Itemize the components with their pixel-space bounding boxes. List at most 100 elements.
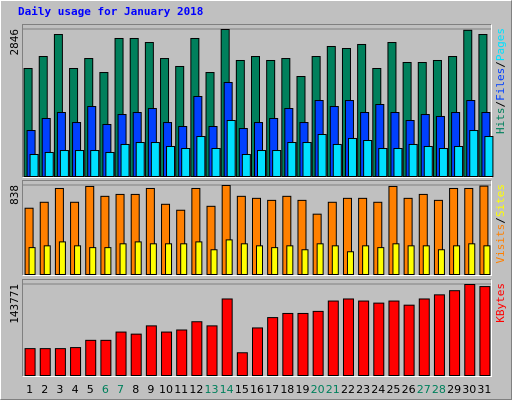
- bar: [105, 151, 115, 178]
- bar: [392, 243, 400, 276]
- bar: [43, 245, 51, 276]
- bar: [120, 143, 130, 177]
- bar: [479, 286, 491, 376]
- x-tick-label: 29: [447, 383, 461, 396]
- x-tick-label: 2: [41, 383, 48, 396]
- chart-title: Daily usage for January 2018: [18, 5, 203, 18]
- bar: [54, 348, 66, 376]
- bar: [332, 143, 342, 177]
- bar: [240, 243, 248, 276]
- x-tick-label: 7: [117, 383, 124, 396]
- bar: [241, 153, 251, 178]
- bar: [90, 150, 100, 178]
- bar: [196, 136, 206, 178]
- x-tick-label: 16: [250, 383, 264, 396]
- bar: [70, 347, 82, 376]
- bar: [165, 243, 173, 276]
- legend-separator: /: [494, 61, 507, 68]
- bar: [180, 243, 188, 276]
- bar: [358, 300, 370, 376]
- bar: [134, 241, 142, 275]
- bar: [393, 148, 403, 177]
- bar: [89, 247, 97, 275]
- bar: [422, 245, 430, 276]
- bar: [484, 136, 494, 178]
- bar: [464, 284, 476, 376]
- bar: [226, 120, 236, 178]
- bar: [454, 145, 464, 177]
- panel-edge-dark: [22, 279, 492, 377]
- bar: [287, 142, 297, 177]
- bar: [317, 134, 327, 178]
- bar: [327, 300, 339, 376]
- bar: [433, 294, 445, 376]
- bar: [302, 142, 312, 177]
- bar: [377, 247, 385, 275]
- x-tick-label: 30: [462, 383, 476, 396]
- x-tick-label: 12: [189, 383, 203, 396]
- x-tick-label: 13: [205, 383, 219, 396]
- bar: [272, 150, 282, 178]
- bar: [149, 243, 157, 276]
- bar: [271, 247, 279, 275]
- bar: [346, 251, 354, 276]
- bar: [59, 150, 69, 178]
- legend-entry: Sites: [494, 184, 507, 217]
- bar: [210, 249, 218, 276]
- legend-entry: Pages: [494, 28, 507, 61]
- x-tick-label: 1: [26, 383, 33, 396]
- x-tick-label: 19: [295, 383, 309, 396]
- bar: [130, 333, 142, 377]
- x-tick-label: 27: [417, 383, 431, 396]
- bar: [206, 325, 218, 376]
- x-tick-label: 6: [102, 383, 109, 396]
- x-tick-label: 9: [147, 383, 154, 396]
- legend-entry: Files: [494, 68, 507, 101]
- bar: [423, 145, 433, 177]
- bar: [24, 348, 36, 376]
- bar: [145, 325, 157, 376]
- x-tick-label: 25: [386, 383, 400, 396]
- bar: [211, 148, 221, 177]
- bar: [252, 327, 263, 376]
- bar: [225, 239, 233, 276]
- bar: [316, 243, 324, 276]
- bar: [195, 241, 203, 275]
- legend: KBytes: [494, 283, 507, 323]
- bar: [176, 329, 188, 376]
- x-tick-label: 22: [341, 383, 355, 396]
- bar: [363, 139, 373, 177]
- bar: [408, 143, 418, 177]
- bar: [104, 247, 112, 275]
- bar: [135, 142, 145, 177]
- bar: [388, 300, 400, 376]
- bar: [150, 142, 160, 177]
- bar: [342, 298, 354, 376]
- legend-separator: /: [494, 217, 507, 224]
- bar: [301, 249, 309, 276]
- x-tick-label: 15: [235, 383, 249, 396]
- bar: [166, 145, 176, 177]
- bar: [468, 243, 476, 276]
- y-tick-label: 143771: [8, 284, 21, 324]
- bar: [221, 298, 233, 376]
- bar: [297, 312, 309, 376]
- bar: [373, 302, 385, 377]
- x-tick-label: 17: [265, 383, 279, 396]
- bar: [286, 245, 294, 276]
- panel-edge-dark: [22, 24, 492, 178]
- bar: [191, 321, 203, 377]
- bar: [438, 148, 448, 177]
- bar: [312, 310, 324, 377]
- panel-edge-light: [22, 180, 492, 276]
- legend-entry: KBytes: [494, 283, 507, 323]
- bar: [75, 150, 85, 178]
- y-tick-label: 2846: [8, 29, 21, 56]
- bar: [437, 249, 445, 276]
- panel-edge-light: [22, 279, 492, 377]
- panel-edge-dark: [22, 180, 492, 276]
- bar: [100, 339, 112, 376]
- x-tick-label: 14: [220, 383, 234, 396]
